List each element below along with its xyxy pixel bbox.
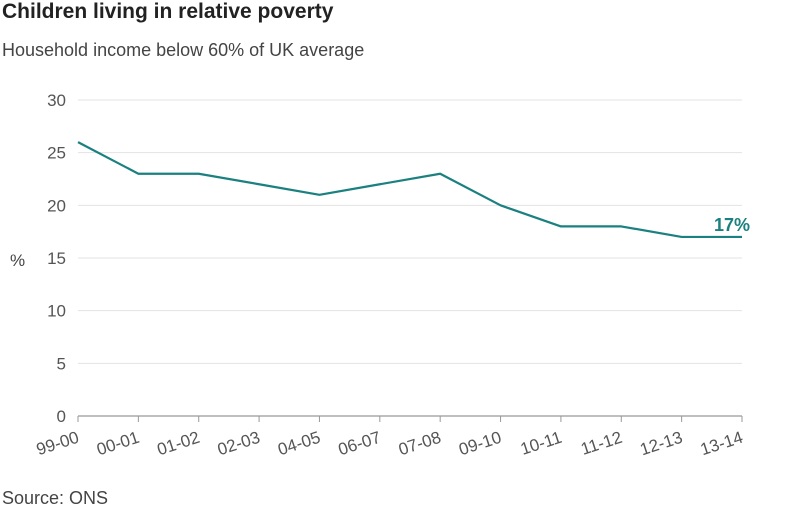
x-tick-label: 09-10 [457,428,504,460]
x-tick-label: 06-07 [336,428,383,460]
x-tick-label: 10-11 [518,428,564,459]
y-tick-label: 30 [47,91,66,110]
x-tick-label: 11-12 [578,428,624,459]
x-tick-label: 12-13 [638,428,685,460]
chart-title: Children living in relative poverty [2,0,334,23]
end-value-label: 17% [714,215,750,235]
x-tick-label: 02-03 [215,428,262,460]
y-axis-label: % [10,251,25,270]
y-tick-label: 10 [47,302,66,321]
series-group [77,141,742,239]
x-tick-label: 99-00 [34,428,81,460]
y-tick-label: 15 [47,249,66,268]
x-tick-label: 13-14 [698,428,745,460]
grid-lines [78,99,742,417]
y-axis-ticks: 0 5 10 15 20 25 30 [47,91,66,426]
x-axis-ticks: 99-00 00-01 01-02 02-03 04-05 06-07 07-08 09-10… [34,416,745,459]
x-tick-label: 01-02 [155,428,202,460]
source-note: Source: ONS [2,488,109,508]
y-tick-label: 5 [57,354,66,373]
y-tick-label: 0 [57,407,66,426]
x-tick-label: 00-01 [94,428,141,460]
series-line [77,141,742,239]
x-tick-label: 04-05 [275,428,322,460]
y-tick-label: 25 [47,144,66,163]
y-tick-label: 20 [47,196,66,215]
x-tick-label: 07-08 [396,428,443,460]
chart-subtitle: Household income below 60% of UK average [2,40,365,60]
